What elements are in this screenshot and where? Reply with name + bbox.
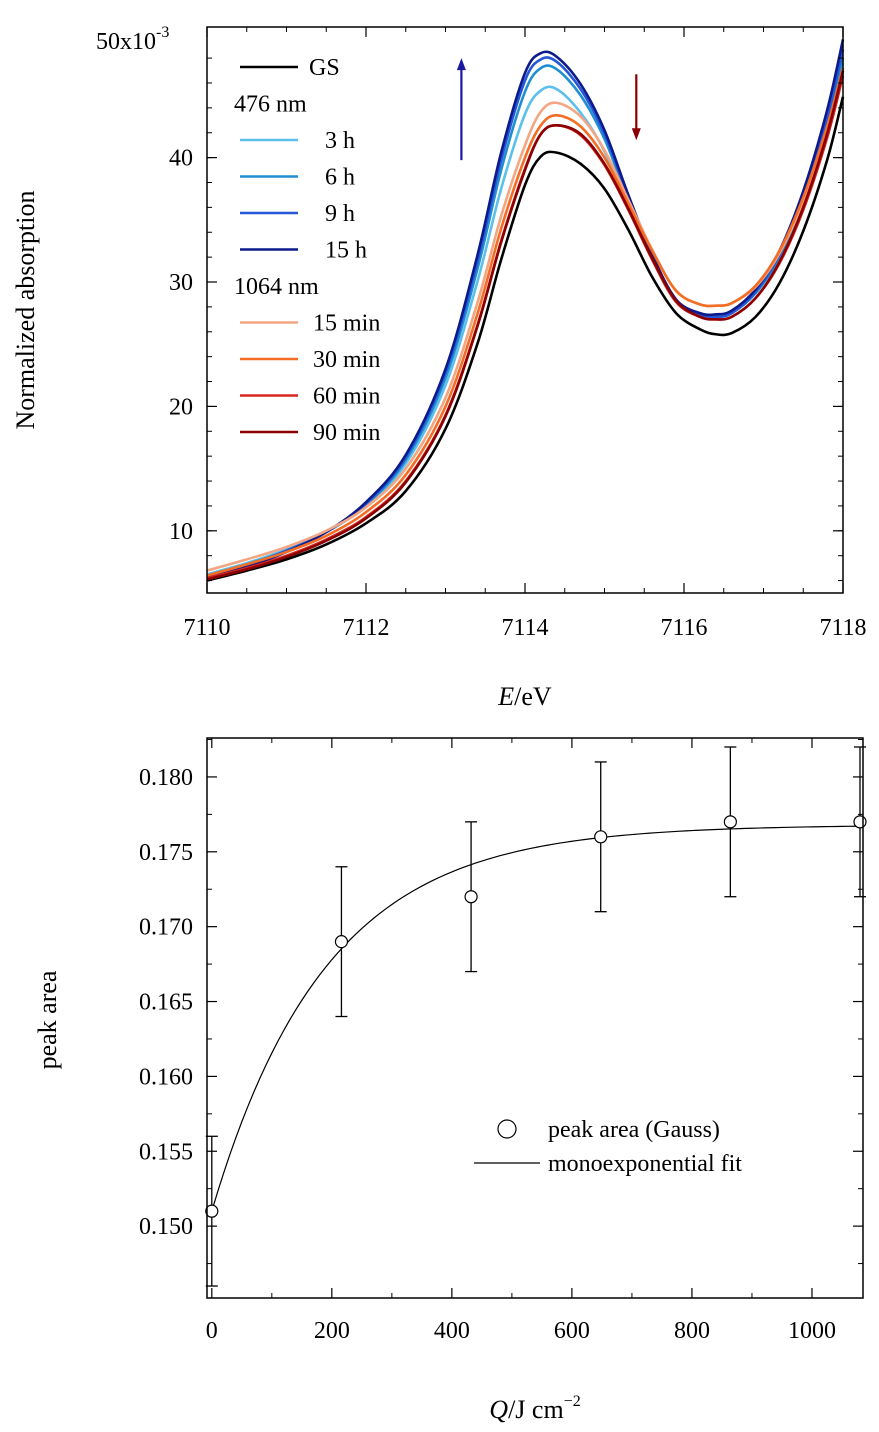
legend-label-3-h: 3 h [313,128,355,154]
legend-label-9-h: 9 h [313,201,355,227]
series-line-15-h [206,39,845,580]
top-x-axis-title: E/eV [497,682,552,711]
legend-marker-peak-area [497,1119,517,1139]
data-point [205,1204,219,1218]
bottom-fit-curve [211,825,861,1212]
legend-label-90-min: 90 min [313,420,380,446]
bottom-x-tick-label: 0 [206,1318,218,1344]
bottom-y-tick-label: 0.150 [139,1214,193,1240]
legend-label-peak-area: peak area (Gauss) [548,1117,720,1143]
data-point [334,935,349,949]
bottom-x-axis-exponent: −2 [564,1393,581,1410]
data-point [594,830,608,844]
top-y-axis-title: Normalized absorption [11,191,40,430]
data-point [723,815,737,829]
top-y-tick-label: 10 [169,519,193,545]
bottom-y-tick-label: 0.180 [139,765,193,791]
series-line-15-min [206,72,845,572]
fit-curve [211,825,861,1212]
legend-group-1064-nm: 1064 nm [234,274,319,300]
bottom-y-tick-label: 0.160 [139,1064,193,1090]
top-x-tick-label: 7110 [183,615,230,641]
top-y-top-exponent: -3 [156,24,169,41]
data-point [853,815,867,829]
top-y-tick-label: 30 [169,270,193,296]
series-line-90-min [206,70,845,581]
arrow-head-up [456,58,466,71]
legend-group-476-nm: 476 nm [234,92,307,118]
bottom-x-tick-label: 600 [554,1318,590,1344]
top-y-top-label: 50x10-3 [96,24,169,55]
bottom-x-axis-symbol: Q [489,1395,508,1424]
top-x-axis-symbol: E [497,682,514,711]
series-line-gs [206,96,845,582]
bottom-y-tick-label: 0.170 [139,915,193,941]
legend-label-15-h: 15 h [313,238,367,264]
series-line-60-min [206,75,845,580]
legend-label-6-h: 6 h [313,165,355,191]
bottom-plot-frame [206,737,864,1299]
legend-label-60-min: 60 min [313,384,380,410]
legend-label-15-min: 15 min [313,311,380,337]
top-x-tick-label: 7118 [819,615,866,641]
bottom-legend: peak area (Gauss) monoexponential fit [474,1117,742,1177]
top-y-tick-label: 20 [169,394,193,420]
bottom-x-axis-unit: /J cm [508,1395,564,1424]
series-line-30-min [206,67,845,577]
top-x-tick-label: 7114 [501,615,548,641]
series-line-6-h [206,57,845,577]
top-y-tick-label: 40 [169,146,193,172]
top-x-axis-unit: /eV [514,682,552,711]
bottom-x-tick-label: 400 [434,1318,470,1344]
arrow-head-down [631,128,641,141]
data-point [464,890,478,904]
bottom-y-tick-label: 0.165 [139,990,193,1016]
top-series-lines [206,39,845,582]
legend-label-fit: monoexponential fit [548,1151,742,1177]
chart-bottom: 0 200 400 600 800 1000 0.150 0.155 0.160 0.165 0.1… [33,737,867,1424]
series-line-9-h [206,49,845,579]
top-arrows [456,58,641,161]
bottom-x-tick-label: 1000 [788,1318,836,1344]
bottom-x-tick-label: 800 [674,1318,710,1344]
bottom-x-tick-label: 200 [314,1318,350,1344]
legend-label-gs: GS [309,55,340,81]
top-x-tick-label: 7112 [342,615,389,641]
bottom-data-points [205,746,867,1287]
bottom-y-tick-label: 0.175 [139,840,193,866]
bottom-y-axis-title: peak area [33,970,62,1069]
legend-label-30-min: 30 min [313,347,380,373]
top-x-tick-label: 7116 [660,615,707,641]
series-line-3-h [206,62,845,576]
bottom-x-axis-title: Q/J cm−2 [489,1393,580,1424]
bottom-y-tick-label: 0.155 [139,1139,193,1165]
